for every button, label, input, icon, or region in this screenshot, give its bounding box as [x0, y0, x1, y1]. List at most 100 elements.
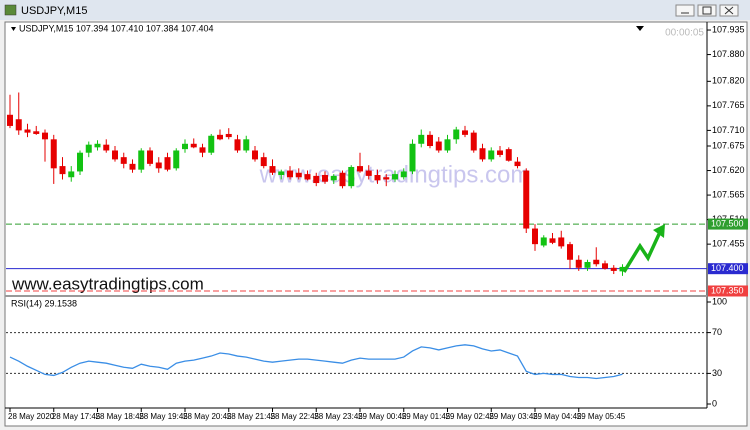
y-tick-label: 70	[712, 327, 722, 337]
y-tick-label: 107.880	[712, 49, 745, 59]
window-icon	[4, 4, 17, 16]
x-tick-label: 28 May 20:45	[183, 412, 232, 421]
candle-body	[155, 162, 162, 169]
candle-body	[497, 150, 503, 155]
candle-body	[147, 150, 153, 164]
candle-body	[182, 143, 188, 150]
candle-body	[453, 129, 460, 140]
x-tick-label: 28 May 22:45	[271, 412, 320, 421]
y-tick-label: 107.765	[712, 100, 745, 110]
candle-body	[435, 141, 442, 151]
window-title: USDJPY,M15	[21, 5, 87, 17]
candle-body	[505, 149, 512, 161]
candle-body	[374, 175, 381, 181]
y-tick-label: 107.820	[712, 76, 745, 86]
candle-body	[479, 148, 486, 160]
candle-body	[304, 174, 311, 180]
price-label: 107.400	[711, 263, 744, 273]
candle-body	[15, 119, 22, 131]
candle-body	[619, 266, 626, 272]
watermark: www.easytradingtips.com	[11, 274, 204, 293]
candle-body	[234, 139, 241, 151]
y-tick-label: 107.455	[712, 239, 745, 249]
candle-body	[260, 157, 267, 167]
candle-body	[138, 150, 145, 170]
candle-body	[190, 143, 197, 148]
candle-body	[462, 130, 468, 135]
candle-body	[383, 177, 390, 180]
candle-body	[523, 170, 530, 229]
candle-body	[85, 144, 92, 153]
candle-body	[269, 166, 276, 173]
candle-body	[558, 237, 565, 247]
x-tick-label: 29 May 03:45	[489, 412, 538, 421]
candle-body	[567, 244, 573, 260]
candle-body	[129, 163, 136, 170]
price-label: 107.350	[711, 285, 744, 295]
maximize-icon	[702, 6, 712, 15]
candle-body	[173, 150, 180, 169]
x-tick-label: 28 May 19:45	[139, 412, 188, 421]
candle-body	[602, 263, 608, 269]
menu-marker	[636, 26, 644, 31]
arrow-line	[622, 231, 662, 273]
candle-body	[243, 139, 250, 151]
candle-body	[610, 267, 617, 271]
candle-body	[94, 143, 101, 148]
candle-body	[313, 175, 320, 184]
y-tick-label: 100	[712, 296, 727, 306]
close-icon	[724, 6, 734, 15]
y-tick-label: 0	[712, 398, 717, 408]
minimize-button[interactable]	[675, 4, 695, 17]
candle-body	[584, 261, 591, 268]
candle-body	[278, 171, 285, 176]
candle-body	[322, 175, 328, 182]
candle-body	[575, 259, 582, 268]
candle-body	[357, 166, 363, 172]
x-tick-label: 29 May 00:45	[358, 412, 407, 421]
y-tick-label: 107.710	[712, 125, 745, 135]
candle-body	[339, 172, 346, 187]
countdown-timer: 00:00:05	[665, 28, 704, 39]
chart-info: USDJPY,M15 107.394 107.410 107.384 107.4…	[19, 23, 214, 33]
x-tick-label: 28 May 17:45	[52, 412, 101, 421]
candle-body	[409, 143, 416, 172]
price-label: 107.500	[711, 218, 744, 228]
price-label-box	[708, 218, 748, 230]
candle-body	[42, 132, 48, 140]
forecast-arrow	[622, 224, 665, 273]
candle-body	[77, 152, 83, 172]
candle-body	[24, 129, 31, 133]
candle-body	[488, 150, 495, 160]
candle-body	[217, 134, 223, 140]
candle-body	[164, 157, 171, 170]
candle-body	[427, 134, 433, 147]
candle-body	[103, 144, 110, 151]
x-tick-label: 28 May 21:45	[227, 412, 276, 421]
y-tick-label: 107.565	[712, 189, 745, 199]
candle-body	[444, 139, 451, 151]
y-tick-label: 107.620	[712, 165, 745, 175]
candle-body	[514, 161, 521, 167]
title-bar	[0, 0, 750, 20]
indicator-title: RSI(14) 29.1538	[11, 298, 77, 308]
y-tick-label: 30	[712, 368, 722, 378]
candle-body	[418, 134, 425, 144]
maximize-button[interactable]	[697, 4, 717, 17]
x-tick-label: 29 May 05:45	[577, 412, 626, 421]
candle-body	[33, 131, 40, 134]
x-tick-label: 29 May 04:45	[533, 412, 582, 421]
y-tick-label: 107.935	[712, 24, 745, 34]
candle-body	[593, 259, 600, 265]
x-tick-label: 29 May 01:45	[402, 412, 451, 421]
candle-body	[392, 174, 398, 180]
menu-marker	[11, 27, 16, 31]
x-tick-label: 29 May 02:45	[446, 412, 495, 421]
candle-body	[112, 150, 118, 160]
price-label-box	[708, 285, 748, 297]
rsi-line	[9, 344, 623, 380]
price-label-box	[708, 263, 748, 275]
candle-body	[199, 147, 206, 153]
candle-body	[295, 172, 302, 178]
